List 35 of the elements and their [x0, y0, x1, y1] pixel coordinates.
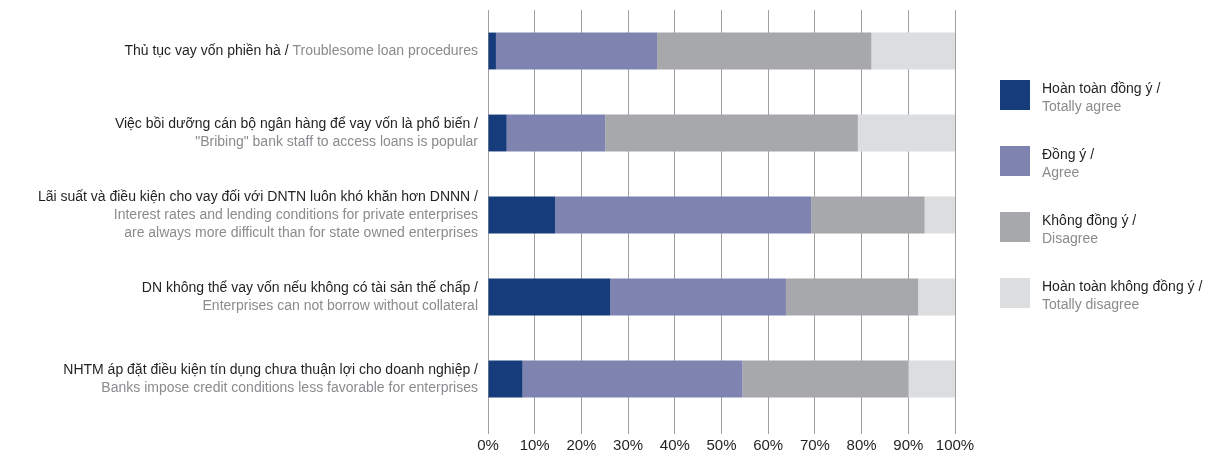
x-tick-label: 80%	[846, 436, 877, 454]
y-tick-label: Việc bồi dưỡng cán bộ ngân hàng để vay vốn là phổ biến / "Bribing" bank staff to access loans is popular	[114, 114, 479, 149]
y-tick-label: DN không thể vay vốn nếu không có tài sản thế chấp / Enterprises can not borrow without collateral	[141, 278, 479, 313]
y-tick-label: Lãi suất và điều kiện cho vay đối với DNTN luôn khó khăn hơn DNNN / Interest rates and lending conditions for private enterprises are always more difficult than for state owned enterprises	[37, 187, 479, 240]
bar	[488, 32, 496, 70]
legend-label: Hoàn toàn đồng ý / Totally agree	[1042, 80, 1161, 114]
x-tick-label: 40%	[659, 436, 690, 454]
x-tick-label: 50%	[706, 436, 737, 454]
bar	[488, 360, 523, 398]
legend-label: Không đồng ý / Disagree	[1042, 212, 1137, 246]
bar	[918, 278, 955, 316]
bar	[871, 32, 955, 70]
bar	[610, 278, 786, 316]
x-tick-label: 10%	[519, 436, 550, 454]
bar	[857, 114, 955, 152]
y-tick-label: NHTM áp đặt điều kiện tín dụng chưa thuận lợi cho doanh nghiệp / Banks impose credit conditions less favorable for enterprises	[63, 360, 479, 395]
y-tick-label: Thủ tục vay vốn phiền hà / Troublesome loan procedures	[124, 41, 479, 58]
bar	[522, 360, 743, 398]
bar	[506, 114, 606, 152]
x-tick-label: 90%	[893, 436, 924, 454]
x-tick-label: 100%	[935, 436, 975, 454]
bar	[555, 196, 812, 234]
legend-label: Hoàn toàn không đồng ý / Totally disagree	[1042, 278, 1203, 312]
bar	[495, 32, 658, 70]
legend-label: Đồng ý / Agree	[1042, 146, 1095, 180]
bar	[908, 360, 955, 398]
x-tick-label: 70%	[799, 436, 830, 454]
bar	[924, 196, 955, 234]
x-tick-label: 20%	[566, 436, 597, 454]
bar	[488, 278, 611, 316]
x-tick-label: 0%	[477, 436, 499, 454]
bar	[488, 196, 556, 234]
bar	[488, 114, 507, 152]
x-tick-label: 60%	[753, 436, 784, 454]
x-tick-label: 30%	[613, 436, 644, 454]
